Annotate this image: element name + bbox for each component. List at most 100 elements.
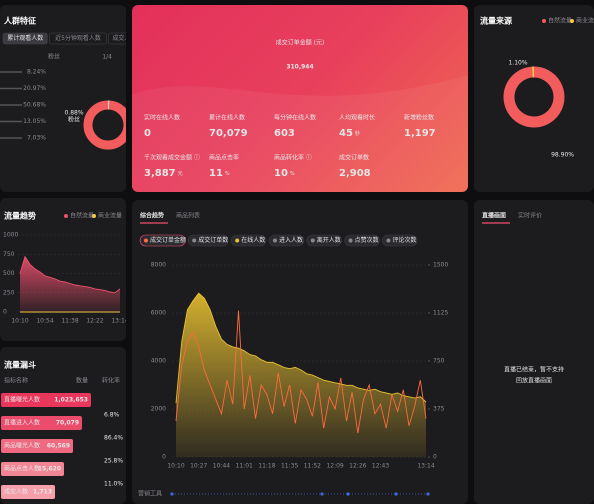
value: 0 [144,128,151,139]
legend-dot [92,214,96,218]
y-tick-label: 6000 [151,310,166,317]
trend-panel: 流量趋势 自然流量 商业流量 0 250 500 750 1000 10:10 10:54 11:3… [0,198,126,341]
x-tick-label: 11:35 [281,463,298,470]
x-tick-label: 13:14 [417,463,434,470]
legend-label: 商业流量 [576,17,594,25]
chip [268,234,305,247]
x-tick-label: 13:14 [111,318,126,325]
y-tick-label: 4000 [151,358,166,365]
legend-dot [570,19,574,23]
title: 流量来源 [480,16,512,26]
footer-label: 营销工具 [138,490,162,498]
chip [382,234,418,247]
row-value: 1,023,653 [54,397,88,404]
chip-label: 成交订单数 [198,236,228,244]
metric-value: 2,908 [339,168,371,179]
chip-dot [235,238,240,243]
pager: 1/4 [102,54,112,61]
header: 数量 [76,377,88,385]
x-tick-label: 12:26 [349,463,366,470]
metric-value: 0 [144,128,151,139]
message: 回放直播画面 [516,377,552,385]
summary-panel: 成交订单金额 (元) 310,944 实时在线人数 0 累计在线人数 70,079 每分钟在… [132,5,468,192]
metric-label: 每分钟在线人数 [274,114,316,122]
chip-label: 成交订单金额 [150,236,186,244]
metric-value: 11% [209,168,230,179]
chip-dot [273,238,277,243]
row-name: 直播进入人数 [4,419,40,427]
chip-label: 离开人数 [317,236,341,244]
chip-label: 进入人数 [279,236,303,244]
chip-dot [192,238,197,243]
value: 1,197 [404,128,436,139]
unit: 秒 [355,130,360,137]
value: 2,908 [339,168,371,179]
rate: 6.8% [104,412,120,419]
metric-value: 10% [274,168,295,179]
funnel-bar [1,485,55,499]
percent: 8.24% [27,69,46,76]
unit: % [290,171,295,177]
header: 指标名称 [4,377,28,385]
metric-label: 商品转化率 ⓘ [274,154,312,162]
chip [139,234,186,247]
row-name: 成交人数 [4,488,28,496]
x-tick-label: 12:43 [372,463,389,470]
pie-slice [503,66,565,128]
rate: 86.4% [104,435,123,442]
tab-label: 近5分钟观看人数 [55,34,101,42]
y2-tick-label: 0 [433,454,437,461]
tab: 商品列表 [176,212,200,220]
legend: 粉丝 [48,53,60,61]
y-tick-label: 8000 [151,262,166,269]
main-panel: 综合趋势 商品列表 成交订单金额 成交订单数 在线人数 进入人数 离开人数 点赞次数 评论次数 0… [132,200,468,504]
x-tick-label: 10:44 [213,463,230,470]
rate: 11.0% [104,481,123,488]
funnel-bar [1,462,64,476]
y-tick-label: 2000 [151,406,166,413]
legend-label: 商业流量 [98,212,122,220]
line [175,310,427,434]
metric-value: 3,887 元 [144,168,183,179]
title: 人群特征 [4,16,36,26]
timeline-dot [426,492,430,496]
tab [2,32,48,45]
legend-dot [542,19,546,23]
value: 11 [209,168,223,179]
metric-value: 1,197 [404,128,436,139]
x-tick-label: 11:38 [61,318,78,325]
x-tick-label: 10:10 [11,318,28,325]
y-tick-label: 250 [3,289,15,296]
slice-label: 1.10% [508,60,527,67]
tab-label: 成交人数 [112,34,126,42]
x-tick-label: 11:18 [258,463,275,470]
chip-label: 评论次数 [392,236,416,244]
header: 转化率 [102,377,120,385]
metric-value: 70,079 [209,128,248,139]
funnel-bar [1,393,91,407]
line [175,292,427,404]
chip [230,234,267,247]
x-tick-label: 11:52 [304,463,321,470]
y-tick-label: 750 [3,251,15,258]
y2-tick-label: 375 [433,406,445,413]
x-tick-label: 10:10 [167,463,184,470]
metric-label: 新增粉丝数 [404,114,434,122]
donut-value: 0.88% [64,110,83,117]
metric-value: 603 [274,128,295,139]
rate: 25.8% [104,458,123,465]
y-tick-label: 1000 [3,232,18,239]
live-panel: 直播画面 实时评价 直播已结束，暂不支持 回放直播画面 [474,200,594,504]
metric-label: 千次观看成交金额 ⓘ [144,154,200,162]
donut-label: 粉丝 [68,116,80,124]
x-tick-label: 12:09 [326,463,343,470]
line [19,255,121,294]
y2-tick-label: 1125 [433,310,448,317]
chip-dot [386,238,391,243]
summary: 成交订单金额 (元) 310,944 实时在线人数 0 累计在线人数 70,079 每分钟在… [132,39,468,192]
